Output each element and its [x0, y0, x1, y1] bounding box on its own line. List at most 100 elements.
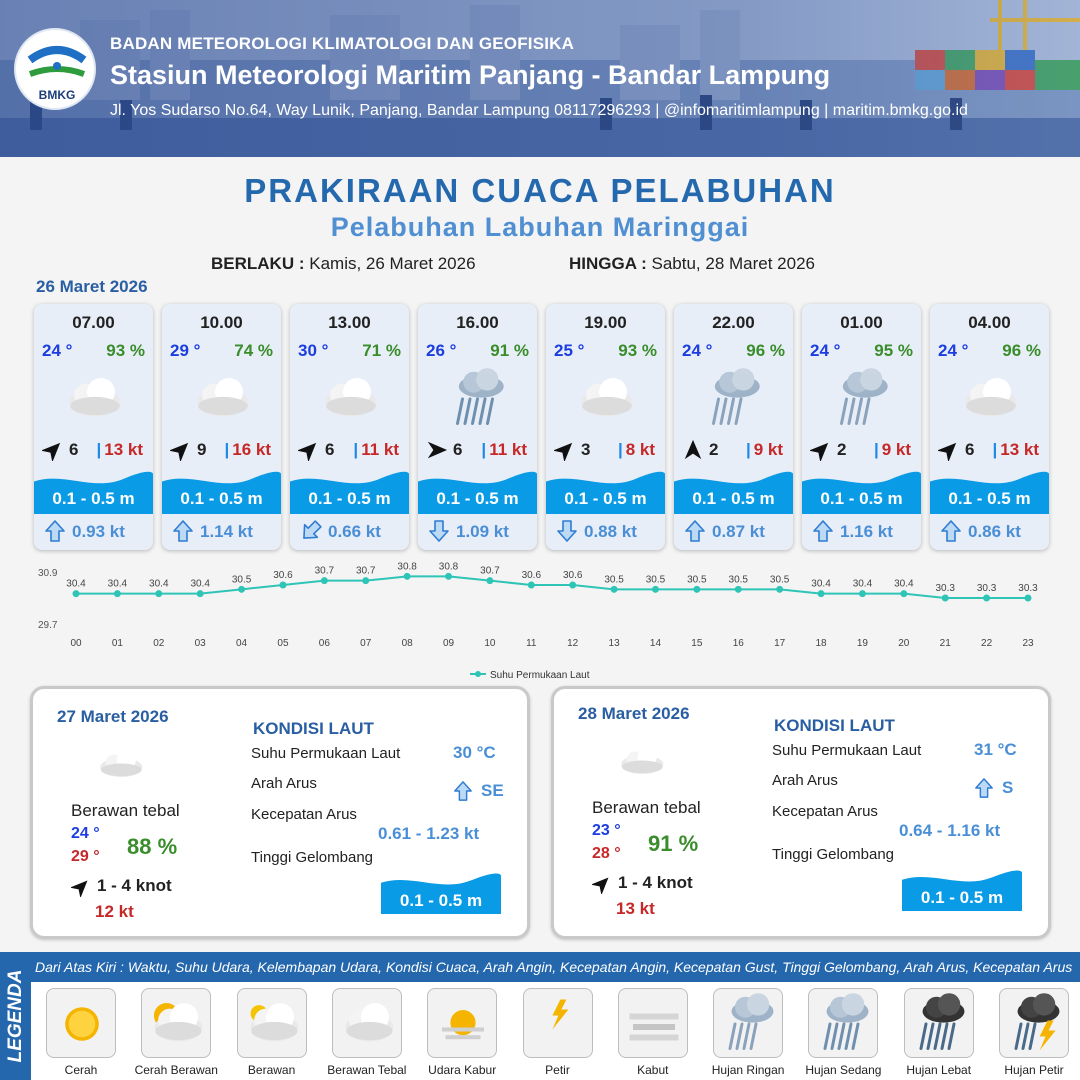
data-label: 30.4 — [894, 579, 914, 590]
wind-direction-icon — [426, 439, 448, 461]
x-tick-label: 12 — [567, 638, 579, 649]
hujan-sedang-icon — [456, 368, 504, 425]
daily-date: 27 Maret 2026 — [57, 707, 169, 726]
current-speed-value: 0.64 - 1.16 kt — [899, 821, 1001, 840]
data-point — [279, 581, 287, 589]
data-label: 30.3 — [977, 583, 997, 594]
legend: LEGENDA Dari Atas Kiri : Waktu, Suhu Uda… — [0, 952, 1080, 1080]
x-tick-label: 16 — [733, 638, 745, 649]
cerah-icon — [65, 1007, 99, 1041]
header-overlay — [0, 0, 1080, 157]
data-label: 30.5 — [646, 574, 666, 585]
legend-item-cerah — [46, 988, 116, 1058]
series-line — [76, 575, 1028, 599]
page-title: PRAKIRAAN CUACA PELABUHAN — [244, 172, 836, 209]
validity-from-label: BERLAKU : — [211, 254, 305, 273]
x-tick-label: 13 — [609, 638, 621, 649]
data-label: 30.6 — [563, 570, 583, 581]
current-direction-icon — [974, 776, 994, 800]
x-tick-label: 21 — [940, 638, 952, 649]
data-label: 30.4 — [149, 579, 169, 590]
x-tick-label: 06 — [319, 638, 331, 649]
sea-surface-temperature-chart: 30.9 29.7 30.4 00 30.4 01 30.4 02 30.4 03 30.5 04 30… — [38, 562, 1038, 681]
data-point — [900, 590, 908, 598]
data-label: 30.5 — [604, 574, 624, 585]
data-label: 30.5 — [232, 574, 252, 585]
card-wind-speed: 2 — [837, 440, 847, 459]
wind-direction-icon — [808, 439, 832, 463]
hourly-card: 10.00 29 ° 74 % 9 | 16 kt 0.1 - 0.5 m 1.1… — [162, 304, 281, 550]
data-point — [693, 585, 701, 593]
wave-shape — [802, 464, 921, 514]
card-time: 19.00 — [584, 313, 627, 332]
hourly-card: 22.00 24 ° 96 % 2 | 9 kt 0.1 - 0.5 m 0.87… — [674, 304, 793, 550]
hujan-ringan-icon — [840, 368, 888, 425]
card-current-speed: 1.16 kt — [840, 522, 893, 541]
card-temperature: 24 ° — [938, 341, 969, 360]
legend-label: Cerah Berawan — [134, 1063, 218, 1077]
card-humidity: 74 % — [234, 341, 273, 360]
card-humidity: 71 % — [362, 341, 401, 360]
data-point — [983, 594, 991, 602]
data-point — [569, 581, 577, 589]
daily-wave-height: 0.1 - 0.5 m — [920, 888, 1004, 907]
sea-condition-title: KONDISI LAUT — [774, 716, 895, 735]
data-point — [1024, 594, 1032, 602]
current-direction-icon — [44, 519, 66, 543]
legend-label: Hujan Lebat — [906, 1063, 972, 1077]
wind-direction-icon — [40, 439, 64, 463]
berawan-tebal-icon — [965, 378, 1017, 417]
data-point — [113, 590, 121, 598]
current-speed-label: Kecepatan Arus — [251, 806, 357, 823]
x-tick-label: 01 — [112, 638, 124, 649]
current-direction-icon — [300, 519, 322, 543]
x-tick-label: 11 — [526, 638, 537, 649]
card-gust: | 11 kt — [481, 440, 527, 459]
daily-temp-max: 28 ° — [592, 845, 621, 862]
data-label: 30.6 — [273, 570, 293, 581]
daily-date: 28 Maret 2026 — [578, 704, 690, 723]
data-point — [238, 585, 246, 593]
legend-label: Udara Kabur — [428, 1063, 497, 1077]
legend-item-hujan-petir — [999, 988, 1069, 1058]
berawan-tebal-icon — [197, 378, 249, 417]
data-label: 30.5 — [729, 574, 749, 585]
x-tick-label: 07 — [360, 638, 372, 649]
hourly-card: 16.00 26 ° 91 % 6 | 11 kt 0.1 - 0.5 m 1.0… — [418, 304, 537, 550]
wind-direction-icon — [590, 874, 612, 896]
wave-shape — [34, 464, 153, 514]
hourly-card: 13.00 30 ° 71 % 6 | 11 kt 0.1 - 0.5 m 0.6… — [290, 304, 409, 550]
page-subtitle: Pelabuhan Labuhan Maringgai — [330, 212, 750, 242]
card-current-speed: 0.66 kt — [328, 522, 381, 541]
wind-direction-icon — [682, 439, 704, 461]
wave-shape — [162, 464, 281, 514]
card-wave-height: 0.1 - 0.5 m — [180, 489, 263, 508]
legend-item-hujan-ringan — [713, 988, 784, 1058]
data-label: 30.7 — [480, 566, 500, 577]
card-current-speed: 0.93 kt — [72, 522, 125, 541]
current-direction-icon — [684, 519, 706, 543]
legend-label: Petir — [545, 1063, 570, 1077]
wind-direction-icon — [936, 439, 960, 463]
sst-value: 31 °C — [974, 740, 1017, 759]
hujan-ringan-icon — [712, 368, 760, 425]
card-wave-height: 0.1 - 0.5 m — [564, 489, 647, 508]
legend-side-title: LEGENDA — [0, 952, 31, 1080]
card-humidity: 93 % — [106, 341, 145, 360]
card-humidity: 91 % — [490, 341, 529, 360]
data-point — [941, 594, 949, 602]
card-time: 13.00 — [328, 313, 371, 332]
wave-shape — [930, 464, 1049, 514]
legend-item-petir — [522, 988, 593, 1058]
card-wind-speed: 6 — [69, 440, 79, 459]
card-gust: | 16 kt — [224, 440, 271, 459]
wind-direction-icon — [168, 439, 192, 463]
card-gust-value: 11 kt — [361, 440, 399, 459]
hujan-lebat-icon — [919, 993, 965, 1050]
card-wave-height: 0.1 - 0.5 m — [436, 489, 519, 508]
x-tick-label: 18 — [815, 638, 827, 649]
data-point — [776, 585, 784, 593]
data-label: 30.4 — [190, 579, 210, 590]
card-gust-value: 13 kt — [104, 440, 143, 459]
validity-to-label: HINGGA : — [569, 254, 647, 273]
